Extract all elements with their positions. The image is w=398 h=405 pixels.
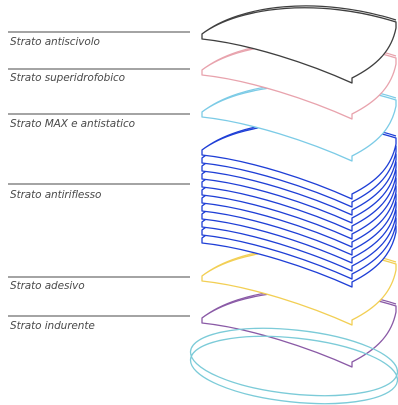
lens-base	[189, 327, 398, 405]
label-antiscivolo: Strato antiscivolo	[10, 36, 100, 48]
leader-lines	[8, 31, 190, 317]
label-antiriflesso: Strato antiriflesso	[10, 189, 102, 201]
sheet-antiscivolo	[201, 5, 397, 84]
layer-sheets	[201, 5, 397, 368]
label-max-antistatico: Strato MAX e antistatico	[10, 118, 135, 130]
label-superidrofobico: Strato superidrofobico	[10, 72, 126, 84]
lens-rim-1	[189, 327, 398, 397]
label-indurente: Strato indurente	[10, 320, 95, 332]
label-adesivo: Strato adesivo	[10, 280, 85, 292]
lens-rim-2	[189, 335, 398, 405]
